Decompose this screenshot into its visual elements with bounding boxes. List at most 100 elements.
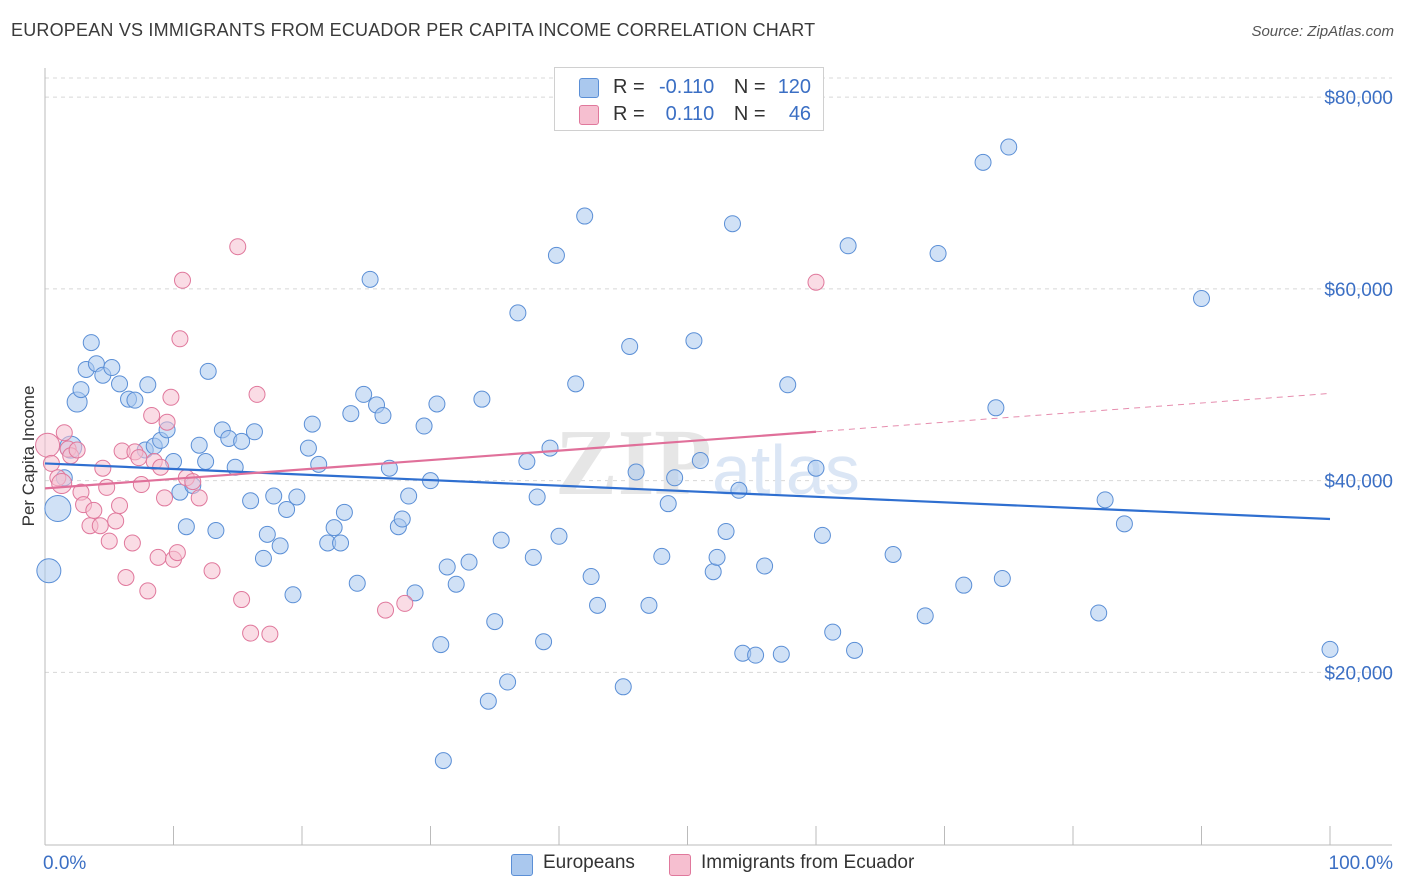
legend-n-label: N = — [733, 103, 766, 125]
data-point-europeans — [567, 375, 585, 393]
stats-legend: R = -0.110 N = 120 R = 0.110 N = 46 — [554, 67, 824, 131]
data-point-ecuador — [51, 473, 73, 495]
watermark-zip: ZIP — [555, 411, 712, 515]
data-point-europeans — [486, 613, 504, 631]
data-point-europeans — [197, 453, 215, 470]
data-point-europeans — [772, 645, 790, 663]
legend-n-value: 46 — [788, 103, 812, 125]
data-point-europeans — [1193, 290, 1210, 308]
data-point-europeans — [473, 390, 491, 408]
data-point-europeans — [509, 304, 527, 322]
data-point-europeans — [582, 568, 600, 586]
data-point-europeans — [550, 527, 568, 545]
legend-n-label: N = — [733, 76, 766, 98]
data-point-ecuador — [123, 534, 141, 552]
data-point-europeans — [177, 518, 195, 536]
data-point-ecuador — [132, 476, 150, 494]
data-point-ecuador — [229, 238, 247, 256]
y-axis-title: Per Capita Income — [19, 386, 38, 527]
legend-r-value: -0.110 — [659, 76, 715, 98]
legend-swatch-ecuador — [669, 854, 691, 876]
data-point-ecuador — [233, 591, 251, 609]
data-point-europeans — [730, 481, 748, 499]
data-point-ecuador — [94, 459, 112, 477]
data-point-europeans — [299, 439, 317, 457]
data-point-europeans — [929, 244, 947, 262]
data-point-europeans — [82, 334, 100, 352]
data-point-ecuador — [143, 406, 161, 424]
data-point-europeans — [839, 237, 857, 255]
data-point-europeans — [199, 362, 217, 380]
data-point-europeans — [361, 270, 379, 288]
data-point-europeans — [993, 569, 1011, 587]
data-point-europeans — [432, 636, 450, 654]
data-point-europeans — [747, 646, 765, 664]
data-point-europeans — [1096, 491, 1114, 509]
data-point-ecuador — [100, 532, 118, 550]
data-point-europeans — [640, 596, 658, 614]
legend-n-value: 120 — [777, 76, 812, 98]
data-point-europeans — [535, 633, 553, 651]
series-europeans — [36, 138, 1339, 770]
data-point-europeans — [955, 576, 973, 594]
trend-line-ecuador — [44, 430, 817, 490]
data-point-ecuador — [190, 489, 208, 507]
data-point-europeans — [627, 463, 645, 481]
data-point-ecuador — [203, 562, 221, 580]
data-point-europeans — [325, 519, 343, 537]
data-point-ecuador — [377, 601, 395, 619]
data-point-europeans — [547, 246, 565, 264]
data-point-europeans — [1000, 138, 1018, 156]
data-point-europeans — [254, 549, 272, 567]
data-point-ecuador — [156, 489, 174, 507]
data-point-ecuador — [171, 330, 189, 348]
data-point-europeans — [265, 487, 283, 505]
data-point-ecuador — [807, 273, 825, 291]
data-point-europeans — [479, 692, 497, 710]
legend-r-label: R = — [613, 76, 645, 98]
data-point-europeans — [406, 584, 424, 602]
legend-r-value: 0.110 — [665, 103, 715, 125]
trend-line-ecuador-extension — [815, 392, 1331, 433]
data-point-europeans — [258, 525, 276, 543]
data-point-europeans — [779, 376, 797, 394]
y-tick-label: $20,000 — [1324, 663, 1393, 684]
data-point-europeans — [518, 453, 536, 470]
data-point-europeans — [492, 531, 510, 549]
data-point-europeans — [288, 488, 306, 506]
data-point-europeans — [332, 534, 350, 552]
x-tick-label: 100.0% — [1329, 853, 1394, 874]
source-label: Source: ZipAtlas.com — [1251, 23, 1394, 40]
data-point-europeans — [447, 575, 465, 593]
data-point-ecuador — [162, 388, 180, 406]
y-tick-label: $40,000 — [1324, 472, 1393, 493]
series-legend: Europeans Immigrants from Ecuador — [0, 852, 1406, 878]
data-point-ecuador — [248, 385, 266, 403]
data-point-ecuador — [68, 441, 86, 459]
data-point-europeans — [438, 558, 456, 576]
data-point-europeans — [374, 406, 392, 424]
data-point-europeans — [708, 548, 726, 566]
data-point-europeans — [756, 557, 774, 575]
data-point-ecuador — [85, 501, 103, 519]
data-point-europeans — [111, 375, 129, 393]
gridlines — [45, 77, 1392, 673]
data-point-ecuador — [158, 413, 176, 431]
data-point-europeans — [541, 439, 559, 457]
data-point-europeans — [824, 623, 842, 641]
data-point-ecuador — [139, 582, 157, 600]
data-point-europeans — [103, 359, 121, 377]
data-point-europeans — [36, 558, 62, 584]
data-point-europeans — [524, 548, 542, 566]
data-point-ecuador — [396, 594, 414, 612]
data-point-ecuador — [35, 432, 61, 458]
data-point-europeans — [310, 455, 328, 473]
data-point-ecuador — [107, 512, 125, 530]
data-point-europeans — [1090, 604, 1108, 622]
data-point-ecuador — [242, 624, 260, 642]
data-point-europeans — [653, 547, 671, 565]
legend-r-label: R = — [613, 103, 645, 125]
data-point-europeans — [233, 432, 251, 450]
trend-lines — [44, 392, 1331, 521]
